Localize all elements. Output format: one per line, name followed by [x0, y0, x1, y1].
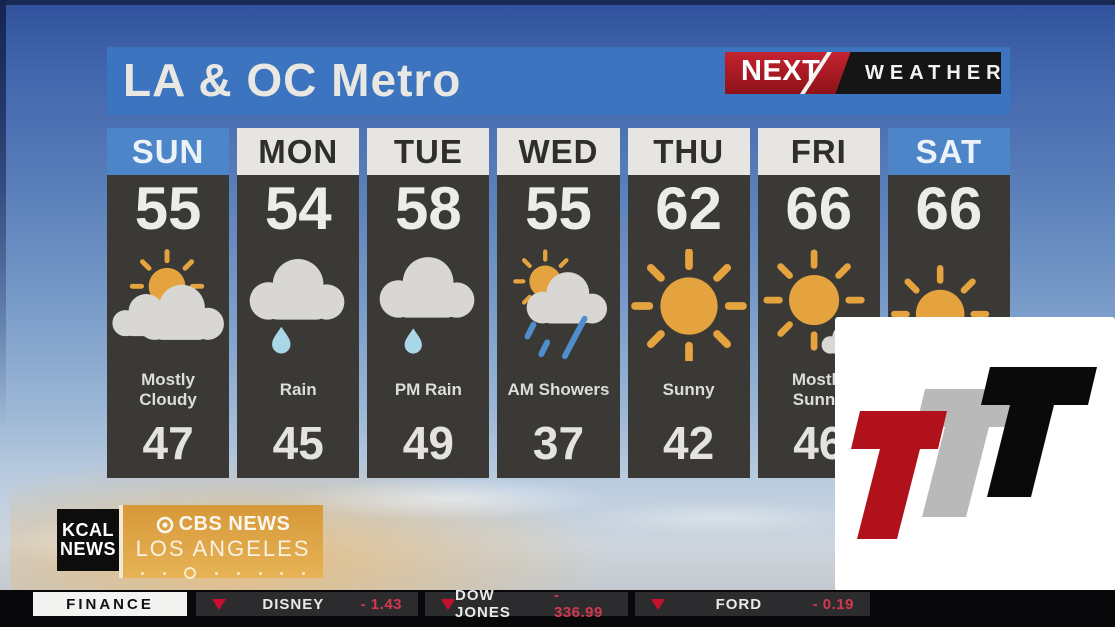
- low-temp: 49: [402, 416, 454, 469]
- finance-ticker: FINANCE DISNEY - 1.43 DOW JONES - 336.99…: [0, 587, 1115, 627]
- forecast-panel: 58 PM Rain 49: [367, 175, 490, 478]
- high-temp: 58: [394, 175, 462, 242]
- quote-change: - 0.19: [812, 595, 854, 613]
- cbs-news-logo: CBS NEWS LOS ANGELES: [119, 505, 323, 579]
- kcal-line1: KCAL: [62, 520, 114, 541]
- high-temp: 55: [525, 175, 592, 242]
- cloud-wisp: [290, 478, 610, 520]
- quote-change: - 1.43: [360, 595, 402, 613]
- page-title: LA & OC Metro: [123, 54, 462, 106]
- next-weather-logo: NEXT WEATHER: [725, 52, 1001, 94]
- ticker-quote: DISNEY - 1.43: [196, 592, 418, 616]
- condition-label: Mostly Cloudy: [139, 369, 197, 410]
- sun-icon: [629, 249, 749, 361]
- ttt-watermark-logo: [835, 317, 1115, 591]
- down-arrow-icon: [651, 598, 665, 610]
- down-arrow-icon: [212, 598, 226, 610]
- high-temp: 62: [655, 175, 722, 242]
- condition-label: Mostly Sunny: [791, 369, 846, 410]
- cloud-wisp: [580, 500, 860, 536]
- day-label: FRI: [757, 128, 880, 175]
- day-label: SAT: [887, 128, 1010, 175]
- day-label: WED: [497, 128, 620, 175]
- active-dot-icon: [184, 567, 197, 579]
- condition-label: PM Rain: [394, 380, 462, 400]
- sun-cloud-showers-icon: [498, 249, 608, 359]
- forecast-column-sun: SUN 55 Mostly Cloudy 47: [107, 128, 230, 478]
- forecast-panel: 55 AM Showers 37: [497, 175, 620, 478]
- low-temp: 37: [532, 416, 585, 469]
- quote-name: DOW JONES: [455, 587, 511, 621]
- frame-edge: [0, 0, 1115, 5]
- triple-t-icon: [851, 367, 1097, 539]
- forecast-column-thu: THU 62 Sunny 42: [627, 128, 750, 478]
- ticker-quote: DOW JONES - 336.99: [425, 587, 628, 621]
- high-temp: 66: [785, 175, 853, 242]
- high-temp: 54: [264, 175, 332, 242]
- day-label: MON: [237, 128, 360, 175]
- weather-label: WEATHER: [865, 62, 1001, 84]
- low-temp: 45: [272, 416, 324, 469]
- high-temp: 66: [915, 175, 983, 242]
- day-label: TUE: [367, 128, 490, 175]
- quote-name: DISNEY: [262, 595, 325, 613]
- down-arrow-icon: [441, 598, 455, 610]
- rain-cloud-icon: [379, 256, 475, 354]
- ticker-category-label: FINANCE: [33, 592, 187, 616]
- condition-label: AM Showers: [507, 380, 610, 400]
- forecast-panel: 54 Rain 45: [237, 175, 360, 478]
- high-temp: 55: [134, 175, 202, 242]
- quote-change: - 336.99: [553, 587, 603, 621]
- day-label: SUN: [107, 128, 230, 175]
- forecast-column-tue: TUE 58 PM Rain 49: [367, 128, 490, 478]
- kcal-news-logo: KCAL NEWS: [57, 509, 119, 571]
- header-bar: LA & OC Metro NEXT WEATHER: [107, 47, 1010, 115]
- low-temp: 47: [142, 417, 194, 469]
- forecast-column-mon: MON 54 Rain 45: [237, 128, 360, 478]
- condition-label: Rain: [279, 380, 317, 400]
- forecast-column-wed: WED 55 AM Showers 37: [497, 128, 620, 478]
- forecast-grid: SUN 55 Mostly Cloudy 47 MON 54: [107, 128, 1010, 478]
- forecast-panel: 62 Sunny 42: [627, 175, 750, 478]
- low-temp: 42: [663, 416, 715, 469]
- kcal-line2: NEWS: [60, 539, 116, 559]
- sun-behind-clouds-icon: [112, 248, 224, 341]
- city-label: LOS ANGELES: [135, 536, 311, 561]
- pagination-dots: [123, 567, 323, 579]
- frame-edge: [0, 0, 6, 430]
- forecast-panel: 55 Mostly Cloudy 47: [107, 175, 230, 478]
- rain-cloud-icon: [249, 258, 345, 354]
- ticker-quote: FORD - 0.19: [635, 592, 870, 616]
- day-label: THU: [627, 128, 750, 175]
- cbs-eye-icon: [156, 516, 173, 533]
- condition-label: Sunny: [662, 380, 715, 400]
- cbs-name: CBS NEWS: [178, 513, 291, 535]
- quote-name: FORD: [715, 595, 763, 613]
